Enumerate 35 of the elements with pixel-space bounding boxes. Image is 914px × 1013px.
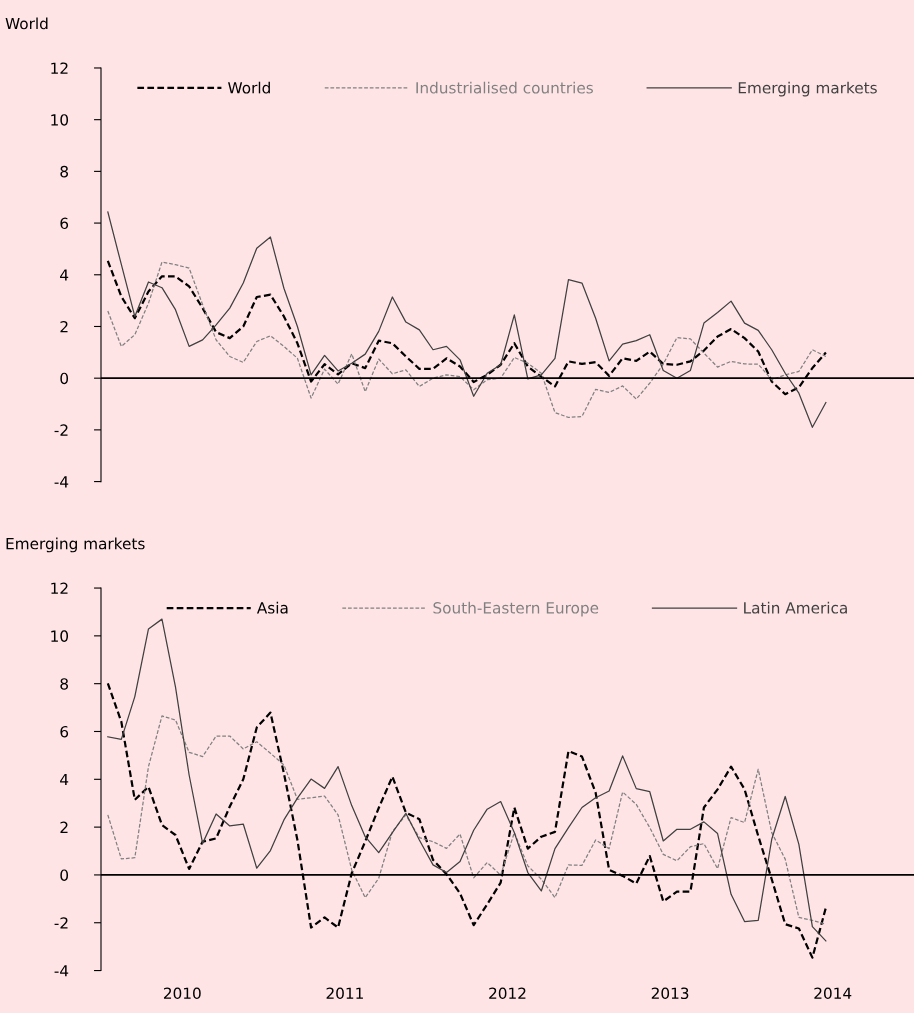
y-tick-label: -4 bbox=[54, 965, 69, 977]
x-tick-label: 2011 bbox=[326, 987, 363, 1000]
y-tick-label: 2 bbox=[60, 821, 68, 833]
y-tick-label: 0 bbox=[60, 372, 69, 385]
chart-title: World bbox=[5, 17, 48, 30]
y-tick-label: 4 bbox=[60, 269, 69, 281]
text: South-Eastern Europe bbox=[433, 601, 599, 617]
line-series bbox=[107, 715, 827, 925]
x-tick-label: 2013 bbox=[651, 987, 689, 1000]
y-tick-label: -2 bbox=[54, 424, 68, 436]
x-tick-label: 2012 bbox=[489, 987, 526, 1000]
text: Emerging markets bbox=[738, 81, 877, 97]
y-tick-label: 12 bbox=[51, 582, 68, 594]
y-tick-label: 2 bbox=[60, 320, 68, 333]
y-tick-label: 4 bbox=[60, 773, 69, 786]
y-tick-label: -4 bbox=[54, 476, 69, 488]
text: World bbox=[228, 81, 270, 94]
line-series bbox=[107, 261, 827, 419]
line-series bbox=[107, 618, 827, 942]
y-tick-label: 10 bbox=[51, 114, 69, 126]
y-tick-label: 0 bbox=[60, 869, 69, 881]
y-tick-label: 8 bbox=[60, 165, 69, 178]
y-tick-label: 6 bbox=[60, 217, 69, 230]
text: Industrialised countries bbox=[416, 81, 593, 94]
text: Asia bbox=[256, 601, 288, 614]
y-tick-label: -2 bbox=[54, 917, 68, 929]
y-tick-label: 6 bbox=[60, 725, 69, 738]
chart-title: Emerging markets bbox=[6, 537, 145, 553]
line-series bbox=[107, 211, 827, 428]
x-tick-label: 2014 bbox=[814, 987, 852, 1000]
x-tick-label: 2010 bbox=[163, 987, 201, 1000]
y-tick-label: 10 bbox=[51, 630, 69, 642]
text: Latin America bbox=[744, 601, 847, 614]
y-tick-label: 12 bbox=[51, 62, 68, 74]
y-tick-label: 8 bbox=[60, 678, 69, 690]
